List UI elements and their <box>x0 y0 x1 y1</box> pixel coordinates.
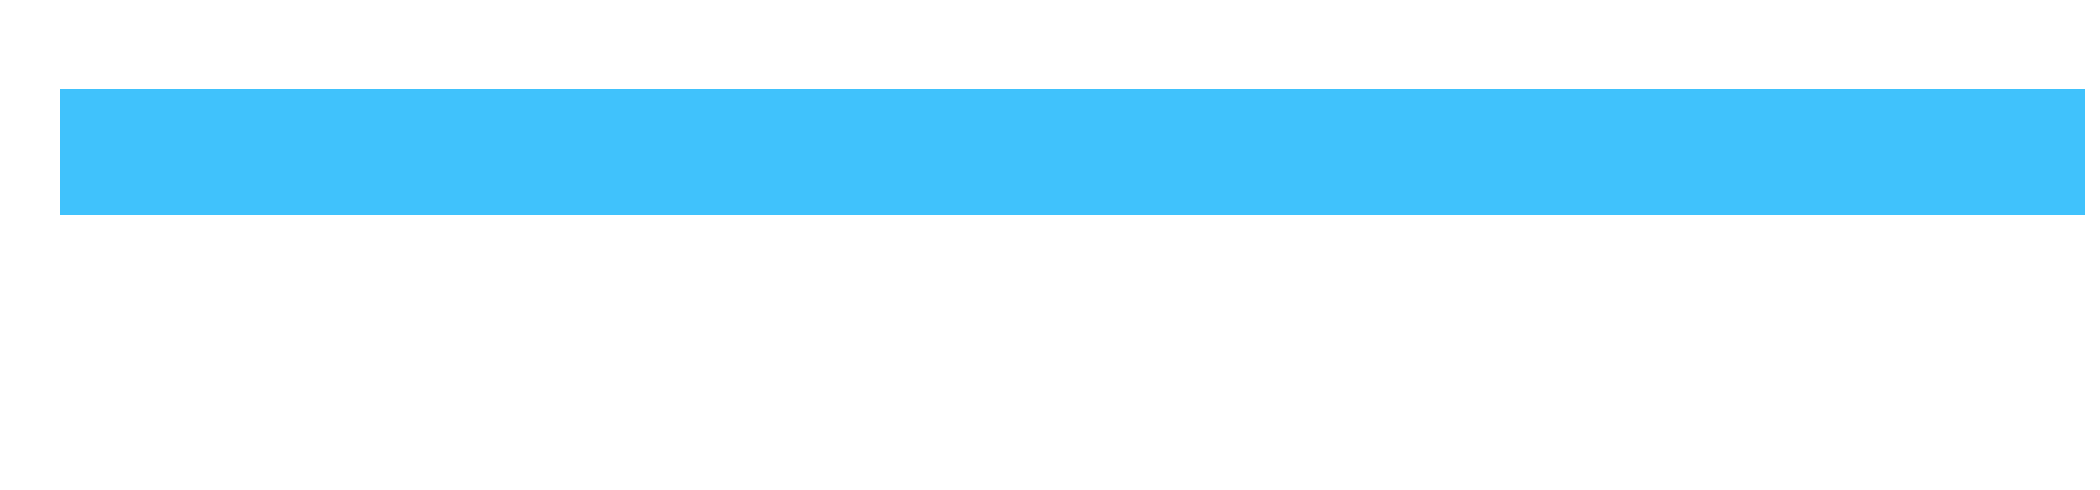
solid-blue-bar <box>60 89 2085 215</box>
